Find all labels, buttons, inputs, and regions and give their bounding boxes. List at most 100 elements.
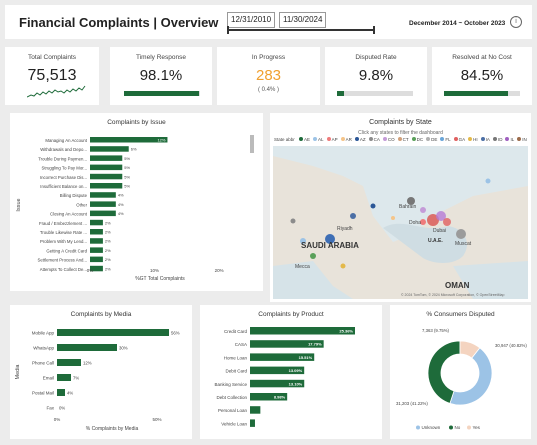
- data-label: 6%: [131, 147, 137, 152]
- category-label: Debt Collection: [216, 395, 247, 400]
- legend-item[interactable]: AZ: [354, 137, 366, 142]
- chart-title: Complaints by Product: [258, 311, 324, 318]
- info-icon[interactable]: i: [510, 16, 522, 28]
- legend-item[interactable]: IL: [505, 137, 514, 142]
- product-chart: Credit Card 25.36% CASA 17.79% Home Loan 15.5…: [214, 327, 355, 427]
- end-date-input[interactable]: 11/30/2024: [279, 12, 327, 28]
- map-label-uae: U.A.E.: [428, 238, 443, 244]
- y-axis-title: Issue: [16, 198, 22, 211]
- legend-item[interactable]: CT: [397, 137, 409, 142]
- map-label-doha: Doha: [409, 220, 421, 226]
- map-bubble[interactable]: [427, 214, 439, 226]
- chart-title: % Consumers Disputed: [426, 311, 495, 318]
- map-label-bahrain: Bahrain: [399, 204, 416, 210]
- legend-item[interactable]: HI: [468, 137, 478, 142]
- map-bubble[interactable]: [391, 216, 395, 220]
- date-range-slider[interactable]: [227, 26, 375, 34]
- map-bubble[interactable]: [350, 213, 356, 219]
- map-bubble[interactable]: [443, 218, 451, 226]
- category-label: Struggling To Pay Mor...: [41, 166, 87, 171]
- slider-end-handle[interactable]: [373, 26, 375, 34]
- progress-track: [124, 91, 200, 96]
- map-bubble[interactable]: [290, 218, 296, 224]
- legend-marker: [449, 425, 453, 430]
- map-bubble[interactable]: [456, 229, 466, 239]
- water-sea: [383, 223, 468, 263]
- data-label: 4%: [118, 193, 124, 198]
- x-tick-label: 0%: [87, 268, 94, 273]
- x-axis-title: % Complaints by Media: [86, 426, 139, 432]
- data-label: 4%: [118, 211, 124, 216]
- page-title: Financial Complaints | Overview: [19, 15, 219, 30]
- data-label: 2%: [105, 257, 111, 262]
- kpi-value: 98.1%: [139, 67, 183, 84]
- bar: [250, 327, 355, 335]
- category-label: Managing An Account: [45, 138, 87, 143]
- map-bubble[interactable]: [310, 253, 316, 259]
- kpi-label: Timely Response: [136, 54, 186, 61]
- category-label: Fraud / Embezzlement ...: [39, 221, 87, 226]
- kpi-total-complaints: Total Complaints 75,513: [5, 47, 99, 105]
- legend-item[interactable]: GA: [453, 137, 465, 142]
- legend-item[interactable]: ID: [492, 137, 502, 142]
- map-bubble[interactable]: [340, 263, 346, 269]
- map-canvas[interactable]: SAUDI ARABIA OMAN Riyadh Mecca Dubai U.A…: [273, 146, 528, 299]
- map-bubble[interactable]: [420, 219, 426, 225]
- legend-item[interactable]: AR: [340, 137, 352, 142]
- map-label-riyadh: Riyadh: [337, 226, 353, 232]
- legend-item[interactable]: DE: [426, 137, 437, 142]
- category-label: Withdrawals and Depo...: [40, 147, 87, 152]
- x-tick-label: 10%: [150, 268, 159, 273]
- kpi-value: 75,513: [27, 67, 77, 84]
- bar: [90, 201, 116, 207]
- map-label-dubai: Dubai: [433, 228, 446, 234]
- slice-label: 30,947 (40.82%): [495, 343, 527, 348]
- data-label: 2%: [105, 248, 111, 253]
- bar: [90, 173, 123, 180]
- bar: [250, 340, 324, 348]
- data-label: 5%: [124, 156, 130, 161]
- kpi-label: Disputed Rate: [355, 54, 397, 61]
- category-label: Home Loan: [224, 355, 248, 360]
- category-label: Banking Service: [214, 382, 247, 387]
- media-chart-card: Complaints by Media Media Mobile App 56% Wh…: [10, 305, 192, 439]
- x-tick-label: 50%: [152, 417, 161, 422]
- legend-item[interactable]: DC: [411, 137, 423, 142]
- bar: [250, 366, 305, 375]
- map-legend: State abbr AE AL AP AR AZ CA CO CT DC DE FL GA HI IA I…: [274, 137, 529, 145]
- donut-slice: [459, 340, 481, 359]
- progress-track: [444, 91, 520, 96]
- legend-item[interactable]: AL: [313, 137, 324, 142]
- legend-item[interactable]: CA: [368, 137, 380, 142]
- data-label: 0%: [59, 406, 65, 411]
- legend-label: Unknown: [422, 425, 441, 430]
- legend-item[interactable]: IA: [480, 137, 490, 142]
- legend-item[interactable]: AE: [299, 137, 310, 142]
- map-bubble[interactable]: [325, 234, 335, 244]
- legend-item[interactable]: AP: [326, 137, 338, 142]
- kpi-value: 84.5%: [460, 67, 504, 84]
- category-label: WhatsApp: [33, 346, 54, 351]
- kpi-subvalue: ( 0.4% ): [257, 87, 279, 93]
- category-label: Trouble Likewise Rate ...: [40, 230, 87, 235]
- product-chart-card: Complaints by Product Credit Card 25.36% C…: [200, 305, 382, 439]
- map-bubble[interactable]: [485, 178, 491, 184]
- legend-item[interactable]: IN: [517, 137, 527, 142]
- legend-item[interactable]: CO: [382, 137, 395, 142]
- bar: [90, 210, 116, 217]
- start-date-input[interactable]: 12/31/2010: [227, 12, 276, 28]
- map-bubble[interactable]: [436, 211, 446, 221]
- y-axis-title: Media: [15, 364, 21, 380]
- map-bubble[interactable]: [407, 197, 415, 205]
- kpi-value: 9.8%: [358, 67, 394, 84]
- data-label: 5%: [124, 174, 130, 179]
- bar: [90, 238, 103, 244]
- slice-label: 7,363 (9.75%): [422, 328, 450, 333]
- map-bubble[interactable]: [420, 207, 426, 213]
- progress-track: [337, 91, 413, 96]
- map-bubble[interactable]: [370, 203, 376, 209]
- legend-item[interactable]: FL: [440, 137, 451, 142]
- slider-start-handle[interactable]: [227, 26, 229, 34]
- map-bubble[interactable]: [300, 238, 306, 244]
- scrollbar[interactable]: [250, 135, 254, 153]
